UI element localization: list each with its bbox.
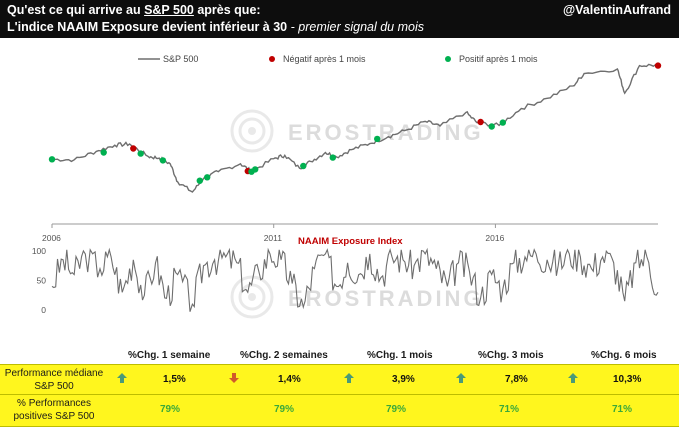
positive-signal-point — [204, 174, 211, 181]
row-label-median-line2: S&P 500 — [34, 381, 74, 392]
title-pre: Qu'est ce qui arrive au — [7, 3, 145, 17]
sp500-line — [51, 63, 659, 193]
legend-sp500-label: S&P 500 — [163, 54, 198, 64]
table-row-positive: % Performances positives S&P 500 79% 79%… — [0, 394, 679, 427]
col-header-1w: %Chg. 1 semaine — [128, 350, 211, 361]
cell-positive-1w: 79% — [160, 404, 181, 415]
negative-signal-point — [654, 62, 662, 69]
cell-median-3m: 7,8% — [505, 374, 528, 385]
watermark-text-bottom: EROSTRADING — [288, 286, 484, 311]
positive-signal-point — [300, 162, 307, 170]
positive-signal-point — [137, 150, 144, 157]
watermark-text-top: EROSTRADING — [288, 120, 484, 145]
table-row-median: Performance médiane S&P 500 1,5% 1,4% 3,… — [0, 364, 679, 395]
table-header: %Chg. 1 semaine %Chg. 2 semaines %Chg. 1… — [0, 348, 679, 364]
title-bar: Qu'est ce qui arrive au S&P 500 après qu… — [0, 0, 679, 38]
charts-area: EROSTRADING EROSTRADING S&P 500 Négatif … — [32, 54, 662, 319]
arrow-down-icon — [229, 373, 239, 383]
col-header-6m: %Chg. 6 mois — [591, 350, 657, 361]
title-line-2: L'indice NAAIM Exposure devient inférieu… — [7, 20, 424, 34]
watermark-logo-top — [230, 109, 274, 153]
positive-signal-point — [252, 166, 259, 173]
subtitle-bold: L'indice NAAIM Exposure devient inférieu… — [7, 20, 288, 34]
positive-signal-point — [329, 154, 336, 161]
col-header-1m: %Chg. 1 mois — [367, 350, 433, 361]
x-tick-label: 2006 — [42, 233, 61, 243]
positive-signal-point — [488, 123, 495, 130]
legend-positive-label: Positif après 1 mois — [459, 54, 538, 64]
naaim-title: NAAIM Exposure Index — [298, 236, 403, 247]
cell-positive-3m: 71% — [499, 404, 520, 415]
subtitle-italic: - premier signal du mois — [287, 20, 424, 34]
cell-median-2w: 1,4% — [278, 374, 301, 385]
arrow-up-icon — [117, 373, 127, 383]
positive-signal-point — [374, 135, 381, 143]
negative-signal-point — [130, 145, 137, 152]
positive-signal-point — [499, 119, 506, 126]
legend: S&P 500 Négatif après 1 mois Positif apr… — [138, 54, 538, 64]
title-post: après que: — [193, 3, 261, 17]
cell-median-1m: 3,9% — [392, 374, 415, 385]
arrow-up-icon — [456, 373, 466, 383]
title-ticker: S&P 500 — [144, 3, 194, 17]
stats-table: %Chg. 1 semaine %Chg. 2 semaines %Chg. 1… — [0, 348, 679, 427]
positive-signal-point — [48, 156, 56, 163]
naaim-line — [51, 247, 659, 312]
author-handle: @ValentinAufrand — [562, 3, 671, 17]
title-line-1: Qu'est ce qui arrive au S&P 500 après qu… — [7, 3, 261, 17]
positive-signal-point — [100, 149, 107, 156]
x-axis: 2006 2011 2016 — [42, 223, 658, 243]
arrow-up-icon — [568, 373, 578, 383]
legend-positive-swatch — [445, 56, 451, 62]
sp500-plot — [48, 62, 662, 193]
col-header-2w: %Chg. 2 semaines — [240, 350, 328, 361]
row-label-positive-line1: % Performances — [17, 398, 91, 409]
positive-signal-point — [196, 177, 203, 184]
cell-median-1w: 1,5% — [163, 374, 186, 385]
col-header-3m: %Chg. 3 mois — [478, 350, 544, 361]
x-tick-label: 2011 — [264, 233, 283, 243]
cell-positive-1m: 79% — [386, 404, 407, 415]
positive-signal-point — [159, 157, 167, 164]
row-label-positive-line2: positives S&P 500 — [13, 411, 95, 422]
cell-median-6m: 10,3% — [613, 374, 642, 385]
row-label-median-line1: Performance médiane — [4, 368, 104, 379]
arrow-up-icon — [344, 373, 354, 383]
cell-positive-6m: 71% — [612, 404, 633, 415]
y-tick-label: 100 — [32, 246, 46, 256]
negative-signal-point — [477, 118, 484, 126]
row-label-median: Performance médiane S&P 500 — [0, 367, 108, 393]
x-tick-label: 2016 — [485, 233, 504, 243]
naaim-plot: 100 50 0 — [32, 246, 659, 315]
legend-negative-label: Négatif après 1 mois — [283, 54, 366, 64]
cell-positive-2w: 79% — [274, 404, 295, 415]
legend-negative-swatch — [269, 56, 275, 62]
y-tick-label: 0 — [41, 305, 46, 315]
row-label-positive: % Performances positives S&P 500 — [0, 397, 108, 423]
y-tick-label: 50 — [37, 276, 47, 286]
